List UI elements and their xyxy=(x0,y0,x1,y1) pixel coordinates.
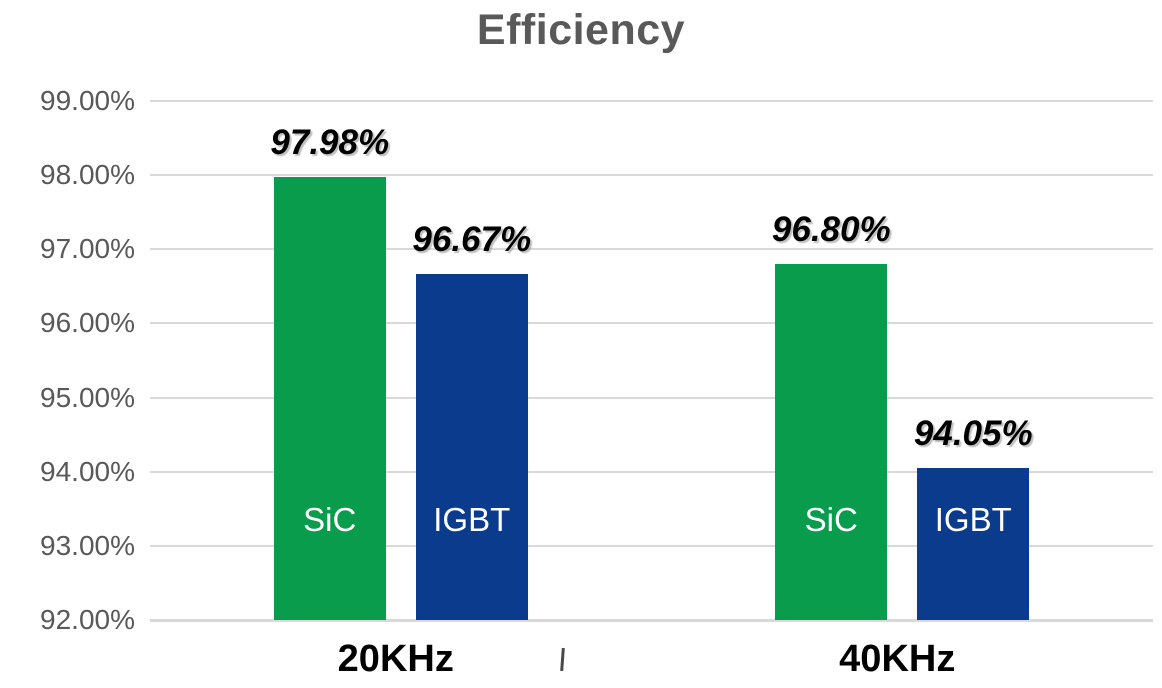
category-axis-tick-mark xyxy=(560,647,565,672)
y-gridline xyxy=(150,396,1153,399)
y-axis-tick-label: 94.00% xyxy=(40,455,135,487)
y-gridline xyxy=(150,544,1153,547)
y-gridline xyxy=(150,174,1153,177)
bar-igbt-20khz xyxy=(415,273,528,620)
y-axis-tick-label: 95.00% xyxy=(40,381,135,413)
y-axis-tick-label: 98.00% xyxy=(40,159,135,191)
bar-sic-20khz xyxy=(273,176,386,620)
series-label-igbt-20khz: IGBT xyxy=(433,501,511,538)
series-label-sic-20khz: SiC xyxy=(303,501,357,538)
data-label-igbt-40khz: 94.05% xyxy=(913,414,1033,453)
bar-igbt-40khz xyxy=(917,468,1030,620)
y-gridline xyxy=(150,322,1153,325)
series-label-sic-40khz: SiC xyxy=(804,501,858,538)
y-axis-tick-label: 93.00% xyxy=(40,529,135,561)
data-label-sic-20khz: 97.98% xyxy=(270,122,390,162)
chart-title: Efficiency xyxy=(476,6,686,54)
x-axis-line xyxy=(150,619,1153,622)
y-gridline xyxy=(150,100,1153,102)
x-axis-category-label-40khz: 40KHz xyxy=(839,638,956,680)
y-axis-tick-label: 97.00% xyxy=(40,233,135,265)
data-label-sic-40khz: 96.80% xyxy=(771,210,891,250)
data-label-igbt-20khz: 96.67% xyxy=(412,219,532,259)
y-axis-tick-label: 99.00% xyxy=(40,85,135,116)
y-gridline xyxy=(150,470,1153,473)
x-axis-category-label-20khz: 20KHz xyxy=(337,638,454,680)
y-gridline xyxy=(150,248,1153,251)
y-axis-tick-label: 96.00% xyxy=(40,307,135,339)
y-axis-tick-label: 92.00% xyxy=(40,604,135,635)
series-label-igbt-40khz: IGBT xyxy=(934,501,1012,538)
bar-sic-40khz xyxy=(775,264,888,620)
